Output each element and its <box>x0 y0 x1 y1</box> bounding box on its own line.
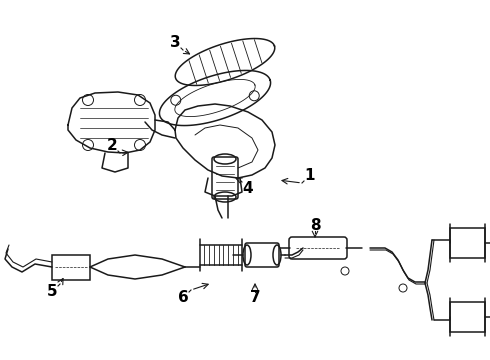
Text: 6: 6 <box>178 291 188 306</box>
Text: 2: 2 <box>107 138 118 153</box>
Text: 5: 5 <box>47 284 57 300</box>
Bar <box>52 255 90 280</box>
Text: 4: 4 <box>243 180 253 195</box>
Text: 1: 1 <box>305 167 315 183</box>
Text: 3: 3 <box>170 35 180 50</box>
Text: 8: 8 <box>310 217 320 233</box>
Text: 7: 7 <box>250 291 260 306</box>
Bar <box>450 302 485 332</box>
Bar <box>450 228 485 258</box>
